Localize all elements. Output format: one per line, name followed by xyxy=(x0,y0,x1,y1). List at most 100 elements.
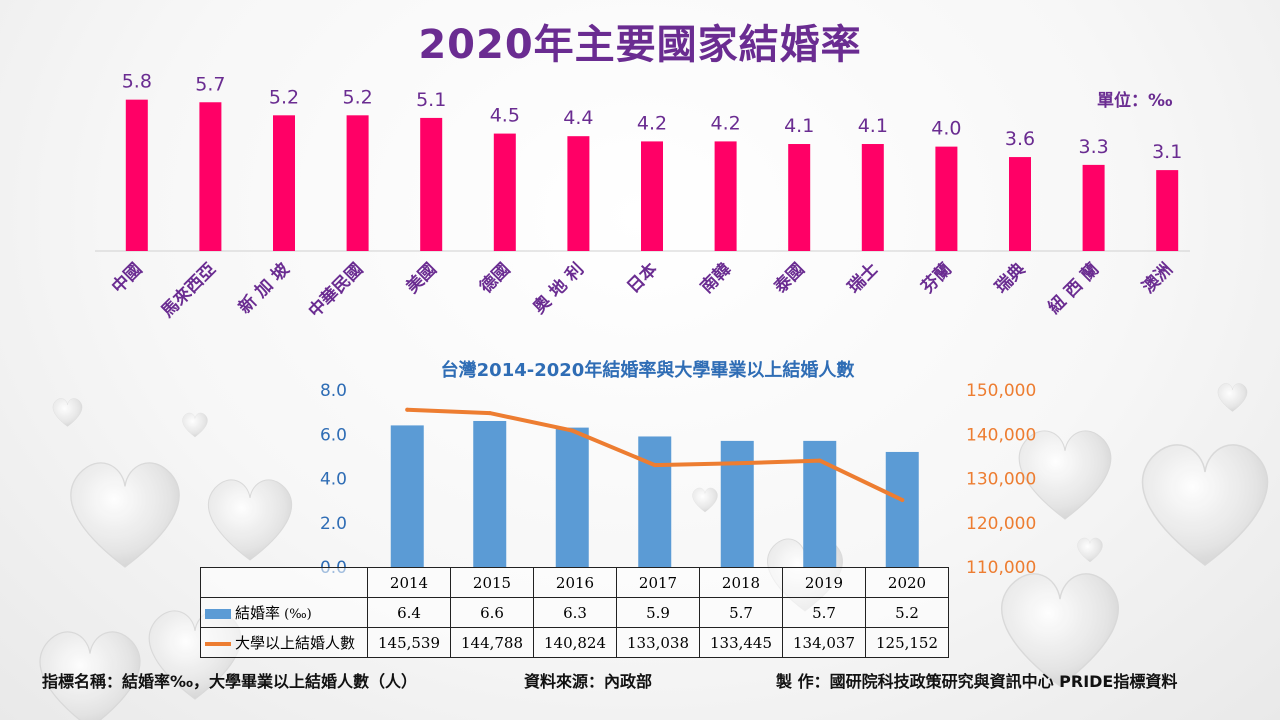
legend-unit: (‰) xyxy=(280,607,312,622)
y-right-tick-label: 150,000 xyxy=(966,381,1036,401)
bar xyxy=(1082,164,1105,251)
footer-indicator: 指標名稱：結婚率‰，大學畢業以上結婚人數（人） xyxy=(42,672,418,691)
data-label: 5.8 xyxy=(122,71,152,93)
line-point xyxy=(652,463,657,468)
data-label: 3.6 xyxy=(1005,128,1035,150)
line-point xyxy=(405,407,410,412)
line-point xyxy=(487,411,492,416)
heart-shape xyxy=(1217,383,1248,412)
table-cell: 133,445 xyxy=(699,627,783,658)
y-left-tick-label: 6.0 xyxy=(320,425,347,445)
data-label: 4.1 xyxy=(858,115,888,137)
table-cell: 125,152 xyxy=(865,627,949,658)
bar xyxy=(420,117,443,251)
data-label: 4.0 xyxy=(931,118,961,140)
heart-shape xyxy=(1141,444,1269,566)
table-year-cell: 2016 xyxy=(533,567,617,598)
table-cell: 6.4 xyxy=(367,597,451,628)
data-label: 5.2 xyxy=(342,86,372,108)
chart-title: 2020年主要國家結婚率 xyxy=(418,22,862,68)
line-point xyxy=(735,461,740,466)
y-left-tick-label: 4.0 xyxy=(320,470,347,490)
table-row-graduates: 大學以上結婚人數 145,539 144,788 140,824 133,038… xyxy=(200,627,949,658)
bar xyxy=(273,115,295,251)
table-year-cell: 2018 xyxy=(699,567,783,598)
legend-graduates: 大學以上結婚人數 xyxy=(200,627,368,658)
table-corner-cell xyxy=(200,567,368,598)
bar xyxy=(567,136,590,251)
table-year-cell: 2020 xyxy=(865,567,949,598)
bar xyxy=(493,133,516,251)
footer: 指標名稱：結婚率‰，大學畢業以上結婚人數（人） 資料來源：內政部 製 作：國研院… xyxy=(0,668,1280,692)
bar xyxy=(1156,170,1179,251)
bar xyxy=(720,440,754,567)
data-label: 4.2 xyxy=(637,112,667,134)
table-cell: 5.7 xyxy=(782,597,866,628)
heart-shape xyxy=(39,631,141,720)
heart-shape xyxy=(70,462,180,568)
y-left-tick-label: 2.0 xyxy=(320,514,347,534)
table-cell: 133,038 xyxy=(616,627,700,658)
legend-line-swatch xyxy=(205,642,231,646)
unit-label: 單位：‰ xyxy=(1097,91,1173,111)
line-point xyxy=(570,428,575,433)
bar xyxy=(861,144,884,251)
heart-shape xyxy=(1018,430,1112,520)
data-label: 4.1 xyxy=(784,115,814,137)
y-right-tick-label: 120,000 xyxy=(966,514,1036,534)
bar xyxy=(788,144,811,251)
table-cell: 6.6 xyxy=(450,597,534,628)
table-row-marriage-rate: 結婚率 (‰) 6.4 6.6 6.3 5.9 5.7 5.7 5.2 xyxy=(200,597,949,628)
data-label: 4.4 xyxy=(563,107,593,129)
table-cell: 5.7 xyxy=(699,597,783,628)
legend-bar-swatch xyxy=(205,609,231,619)
data-label: 4.2 xyxy=(710,112,740,134)
table-header-row: 2014 2015 2016 2017 2018 2019 2020 xyxy=(200,567,949,598)
data-label: 5.2 xyxy=(269,86,299,108)
table-cell: 145,539 xyxy=(367,627,451,658)
table-year-cell: 2017 xyxy=(616,567,700,598)
y-right-tick-label: 140,000 xyxy=(966,425,1036,445)
table-cell: 140,824 xyxy=(533,627,617,658)
heart-shape xyxy=(182,412,208,438)
bar xyxy=(555,427,589,567)
legend-label: 大學以上結婚人數 xyxy=(235,634,356,652)
table-cell: 5.9 xyxy=(616,597,700,628)
table-cell: 134,037 xyxy=(782,627,866,658)
table-year-cell: 2015 xyxy=(450,567,534,598)
taiwan-data-table: 2014 2015 2016 2017 2018 2019 2020 結婚率 (… xyxy=(200,567,949,658)
bar xyxy=(346,115,369,251)
table-year-cell: 2019 xyxy=(782,567,866,598)
table-cell: 5.2 xyxy=(865,597,949,628)
table-year-cell: 2014 xyxy=(367,567,451,598)
data-label: 5.7 xyxy=(195,73,225,95)
data-label: 5.1 xyxy=(416,89,446,111)
bar xyxy=(1009,157,1031,251)
bar xyxy=(473,420,507,567)
legend-label: 結婚率 xyxy=(235,604,281,622)
legend-marriage-rate: 結婚率 (‰) xyxy=(200,597,368,628)
bar xyxy=(125,99,148,251)
bar xyxy=(935,146,958,251)
table-cell: 6.3 xyxy=(533,597,617,628)
bar xyxy=(641,141,663,251)
y-right-tick-label: 130,000 xyxy=(966,470,1036,490)
bar xyxy=(638,436,672,567)
y-right-tick-label: 110,000 xyxy=(966,558,1036,578)
data-label: 3.1 xyxy=(1152,141,1182,163)
heart-shape xyxy=(207,479,293,561)
data-label: 4.5 xyxy=(490,105,520,127)
line-point xyxy=(817,458,822,463)
heart-shape xyxy=(692,487,718,513)
bar xyxy=(390,425,424,567)
y-left-tick-label: 8.0 xyxy=(320,381,347,401)
data-label: 3.3 xyxy=(1078,136,1108,158)
bar xyxy=(199,102,222,251)
footer-producer: 製 作：國研院科技政策研究與資訊中心 PRIDE指標資料 xyxy=(776,672,1178,691)
bar xyxy=(714,141,737,251)
heart-shape xyxy=(52,398,83,427)
table-cell: 144,788 xyxy=(450,627,534,658)
